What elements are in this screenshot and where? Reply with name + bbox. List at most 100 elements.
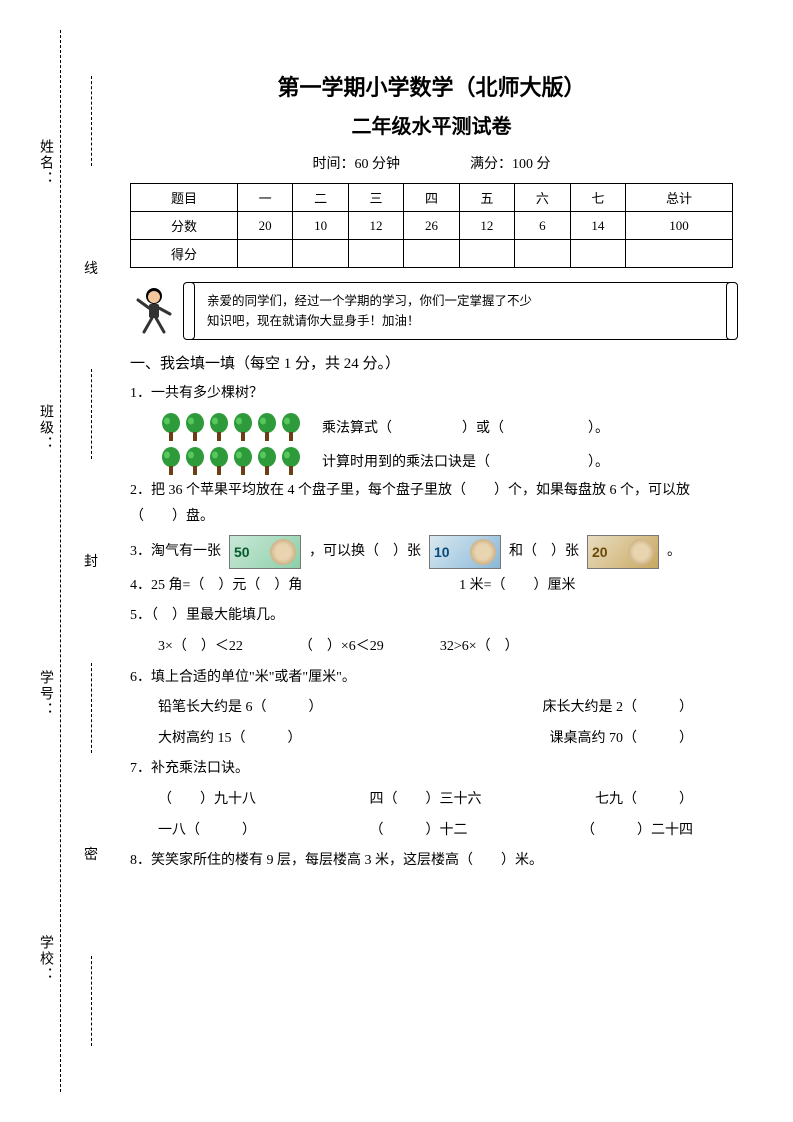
tree-icon bbox=[160, 412, 182, 442]
seal-dash bbox=[91, 369, 92, 459]
pts-total: 100 bbox=[626, 212, 733, 240]
q1-stem: 1．一共有多少棵树？ bbox=[130, 381, 733, 408]
pts-4: 26 bbox=[404, 212, 459, 240]
tree-group bbox=[160, 412, 302, 442]
th-topic: 题目 bbox=[131, 184, 238, 212]
tree-icon bbox=[280, 412, 302, 442]
pts-7: 14 bbox=[570, 212, 625, 240]
q6a: 铅笔长大约是 6（ ） bbox=[158, 695, 323, 722]
q3: 3．淘气有一张 50 ，可以换（ ）张 10 和（ ）张 20 。 bbox=[130, 535, 733, 569]
score-cell[interactable] bbox=[348, 240, 403, 268]
q7e: （ ）十二 bbox=[370, 818, 468, 845]
encourage-line2: 知识吧，现在就请你大显身手！加油！ bbox=[207, 311, 704, 331]
tree-icon bbox=[208, 446, 230, 476]
binding-dashed-line bbox=[60, 30, 61, 1092]
q3-mid1: ，可以换（ ）张 bbox=[309, 538, 421, 566]
seal-dash bbox=[91, 663, 92, 753]
q8: 8．笑笑家所住的楼有 9 层，每层楼高 3 米，这层楼高（ ）米。 bbox=[130, 848, 733, 875]
q6b: 床长大约是 2（ ） bbox=[543, 695, 694, 722]
pts-2: 10 bbox=[293, 212, 348, 240]
q3-suffix: 。 bbox=[667, 538, 681, 566]
banknote-denom: 20 bbox=[592, 538, 608, 566]
q5-items: 3×（ ）＜22 （ ）×6＜29 32>6×（ ） bbox=[158, 634, 733, 661]
q7c: 七九（ ） bbox=[595, 787, 693, 814]
time-label: 时间：60 分钟 bbox=[313, 153, 401, 173]
q4: 4．25 角=（ ）元（ ）角 1 米=（ ）厘米 bbox=[130, 573, 733, 600]
banknote-denom: 10 bbox=[434, 538, 450, 566]
banknote-denom: 50 bbox=[234, 538, 250, 566]
banknote-20-icon: 20 bbox=[587, 535, 659, 569]
section-1-heading: 一、我会填一填（每空 1 分，共 24 分。） bbox=[130, 352, 733, 373]
q6-row1: 铅笔长大约是 6（ ） 床长大约是 2（ ） bbox=[158, 695, 733, 722]
tree-icon bbox=[256, 412, 278, 442]
tree-group bbox=[160, 446, 302, 476]
pts-1: 20 bbox=[237, 212, 292, 240]
score-cell[interactable] bbox=[459, 240, 514, 268]
q4b: 1 米=（ ）厘米 bbox=[459, 578, 575, 593]
banknote-50-icon: 50 bbox=[229, 535, 301, 569]
banknote-portrait bbox=[270, 539, 296, 565]
score-cell[interactable] bbox=[515, 240, 570, 268]
tree-icon bbox=[184, 412, 206, 442]
th-7: 七 bbox=[570, 184, 625, 212]
q7-row2: 一八（ ） （ ）十二 （ ）二十四 bbox=[158, 818, 733, 845]
seal-char-feng: 封 bbox=[84, 551, 98, 571]
page-title-1: 第一学期小学数学（北师大版） bbox=[130, 70, 733, 102]
q5-stem: 5．（ ）里最大能填几。 bbox=[130, 603, 733, 630]
fullmark-label: 满分：100 分 bbox=[470, 153, 551, 173]
seal-column: 线 封 密 bbox=[80, 30, 102, 1092]
tree-icon bbox=[280, 446, 302, 476]
q5a: 3×（ ）＜22 bbox=[158, 634, 243, 661]
q7b: 四（ ）三十六 bbox=[370, 787, 482, 814]
th-2: 二 bbox=[293, 184, 348, 212]
encourage-row: 亲爱的同学们，经过一个学期的学习，你们一定掌握了不少 知识吧，现在就请你大显身手… bbox=[130, 282, 733, 340]
tree-icon bbox=[256, 446, 278, 476]
kid-cartoon-icon bbox=[130, 284, 178, 338]
q5c: 32>6×（ ） bbox=[440, 634, 519, 661]
score-cell[interactable] bbox=[237, 240, 292, 268]
score-cell[interactable] bbox=[626, 240, 733, 268]
page-content: 第一学期小学数学（北师大版） 二年级水平测试卷 时间：60 分钟 满分：100 … bbox=[130, 70, 733, 1062]
score-cell[interactable] bbox=[293, 240, 348, 268]
label-studentno: 学号： bbox=[35, 670, 55, 718]
banknote-portrait bbox=[470, 539, 496, 565]
q7d: 一八（ ） bbox=[158, 818, 256, 845]
q2: 2．把 36 个苹果平均放在 4 个盘子里，每个盘子里放（ ）个，如果每盘放 6… bbox=[130, 478, 733, 531]
q4a: 4．25 角=（ ）元（ ）角 bbox=[130, 573, 456, 600]
tree-icon bbox=[184, 446, 206, 476]
q3-prefix: 3．淘气有一张 bbox=[130, 538, 221, 566]
score-cell[interactable] bbox=[404, 240, 459, 268]
pts-5: 12 bbox=[459, 212, 514, 240]
q6d: 课桌高约 70（ ） bbox=[550, 726, 694, 753]
pts-3: 12 bbox=[348, 212, 403, 240]
seal-dash bbox=[91, 76, 92, 166]
th-5: 五 bbox=[459, 184, 514, 212]
pts-6: 6 bbox=[515, 212, 570, 240]
th-1: 一 bbox=[237, 184, 292, 212]
th-total: 总计 bbox=[626, 184, 733, 212]
binding-label-column: 姓名： 班级： 学号： 学校： bbox=[30, 30, 60, 1092]
encourage-line1: 亲爱的同学们，经过一个学期的学习，你们一定掌握了不少 bbox=[207, 291, 704, 311]
row-score-label: 得分 bbox=[131, 240, 238, 268]
tree-icon bbox=[232, 412, 254, 442]
row-points-label: 分数 bbox=[131, 212, 238, 240]
label-name: 姓名： bbox=[35, 139, 55, 187]
th-3: 三 bbox=[348, 184, 403, 212]
q6-row2: 大树高约 15（ ） 课桌高约 70（ ） bbox=[158, 726, 733, 753]
q6-stem: 6．填上合适的单位"米"或者"厘米"。 bbox=[130, 665, 733, 692]
score-cell[interactable] bbox=[570, 240, 625, 268]
q7-row1: （ ）九十八 四（ ）三十六 七九（ ） bbox=[158, 787, 733, 814]
th-4: 四 bbox=[404, 184, 459, 212]
seal-char-xian: 线 bbox=[84, 258, 98, 278]
q7a: （ ）九十八 bbox=[158, 787, 256, 814]
page-title-2: 二年级水平测试卷 bbox=[130, 110, 733, 139]
q5b: （ ）×6＜29 bbox=[299, 634, 384, 661]
table-row-score: 得分 bbox=[131, 240, 733, 268]
tree-icon bbox=[160, 446, 182, 476]
tree-icon bbox=[208, 412, 230, 442]
seal-char-mi: 密 bbox=[84, 844, 98, 864]
q7f: （ ）二十四 bbox=[581, 818, 693, 845]
encourage-scroll: 亲爱的同学们，经过一个学期的学习，你们一定掌握了不少 知识吧，现在就请你大显身手… bbox=[188, 282, 733, 340]
label-class: 班级： bbox=[35, 404, 55, 452]
tree-icon bbox=[232, 446, 254, 476]
